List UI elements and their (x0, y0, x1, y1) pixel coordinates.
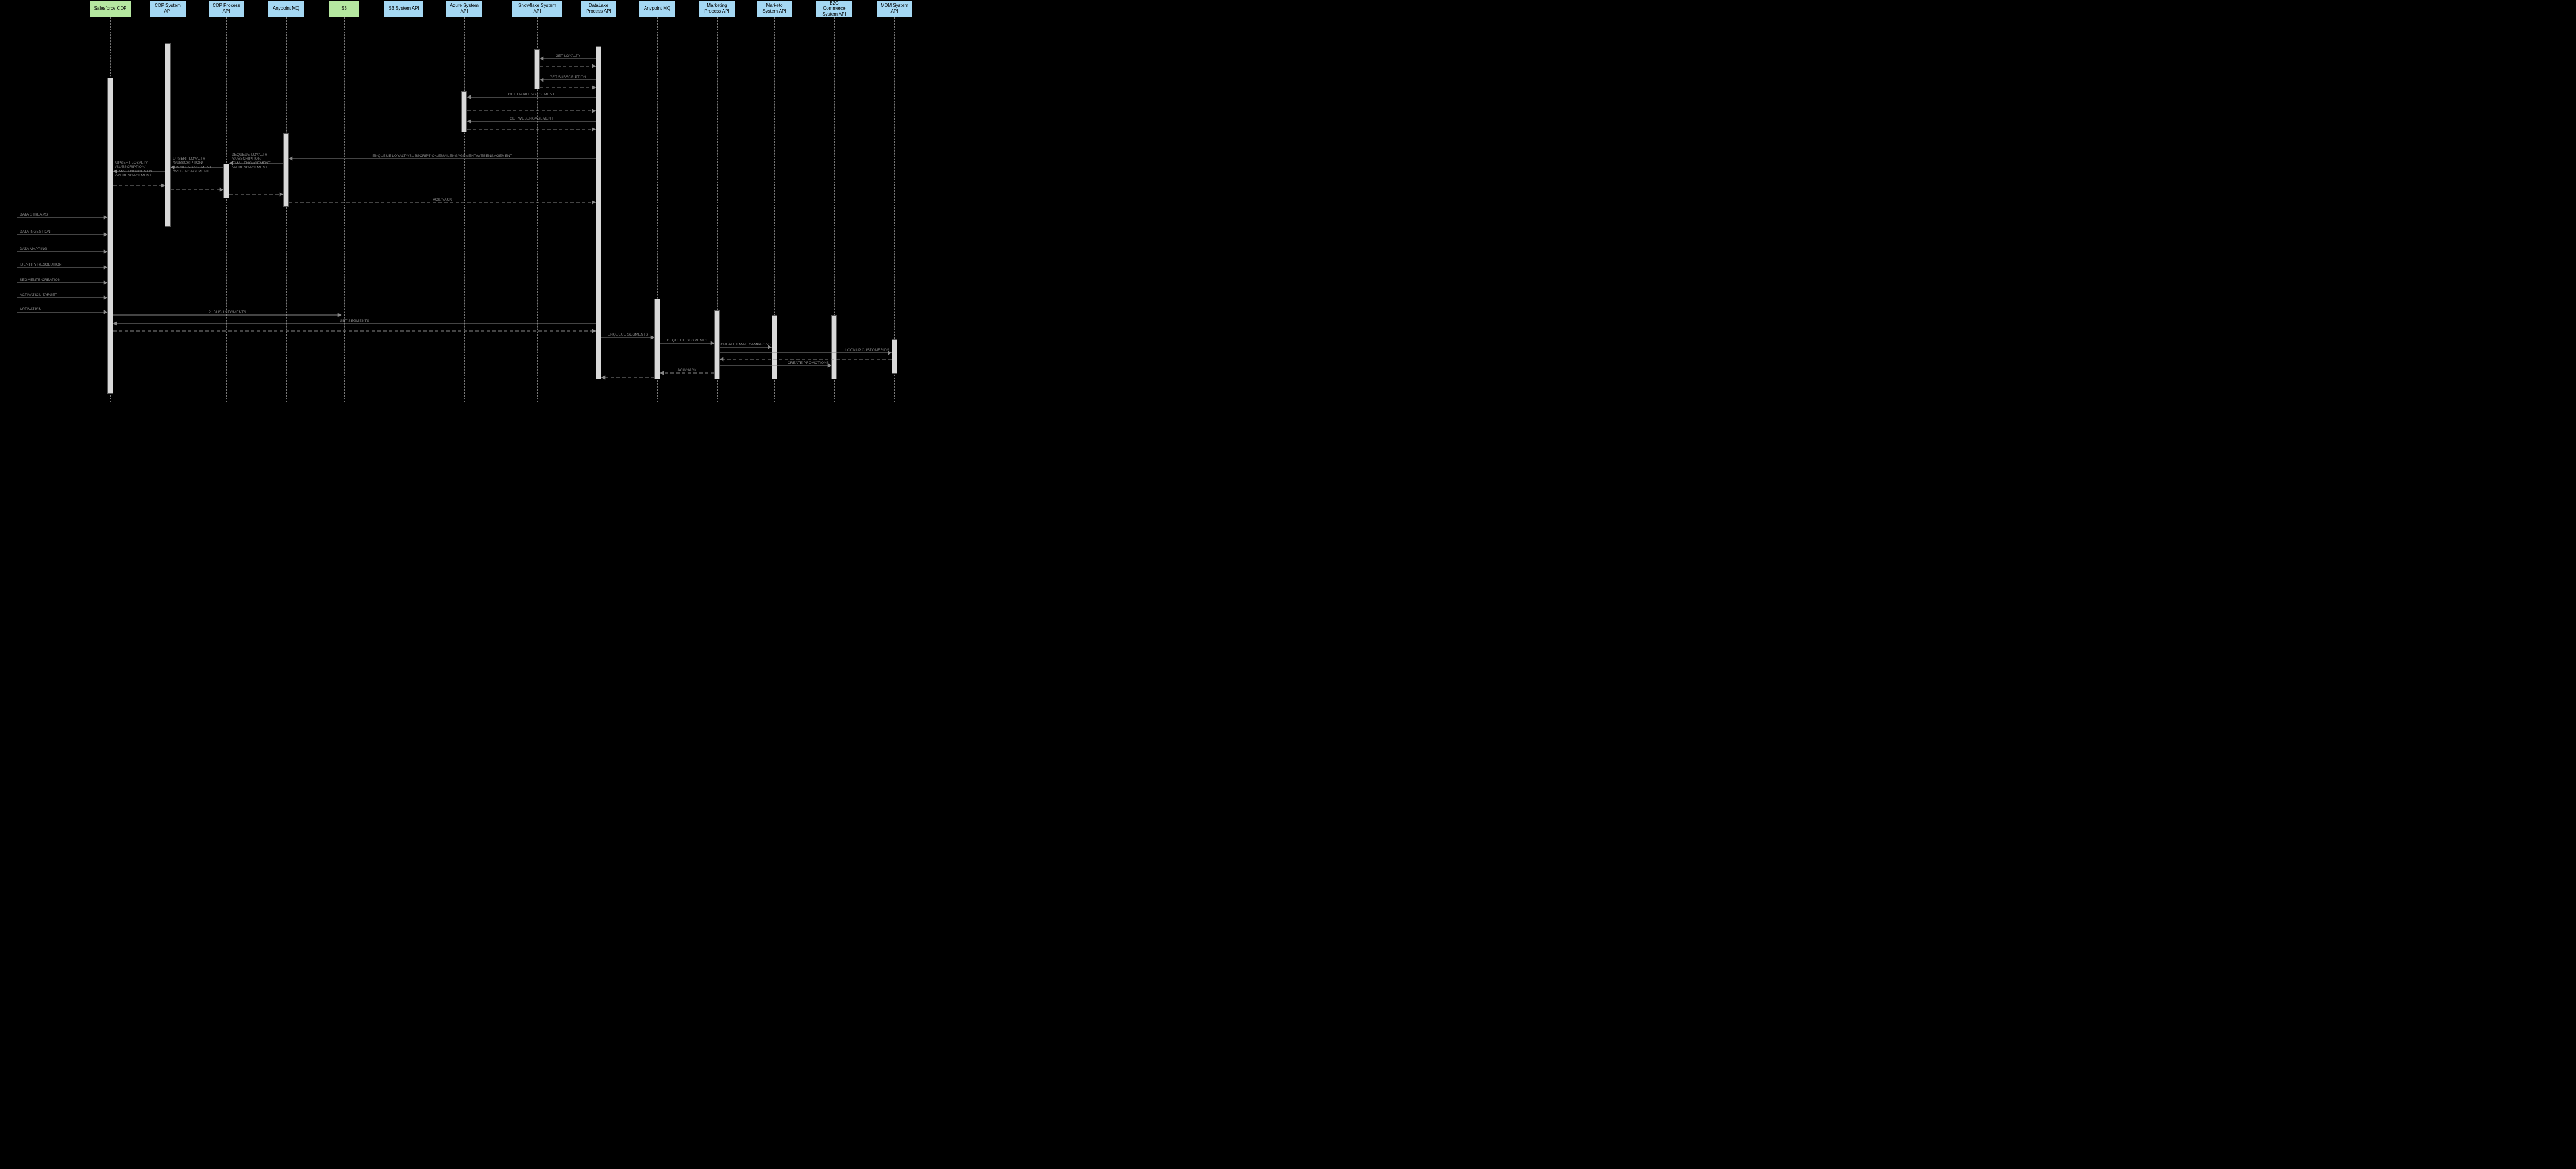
message-label-31: CREATE PROMOTIONS (788, 361, 829, 365)
message-label-11: UPSERT LOYALTY /SUBSCRIPTION/ /EMAILENGA… (115, 161, 155, 178)
message-label-29: LOOKUP CUSTOMERIDS (845, 348, 889, 352)
activation-mktproc (714, 310, 720, 379)
message-label-32: ACK/NACK (660, 368, 714, 372)
activation-sfcdp (107, 78, 113, 394)
activation-azsys (461, 91, 467, 132)
participant-s3: S3 (329, 0, 360, 17)
participant-amq2: Anypoint MQ (639, 0, 676, 17)
participant-sfsys: Snowflake System API (511, 0, 563, 17)
lifeline-azsys (464, 17, 465, 402)
message-label-4: GET EMAILENGAGEMENT (467, 93, 596, 97)
participant-mktproc: MarketingProcess API (699, 0, 735, 17)
participant-mktosys: MarketoSystem API (756, 0, 793, 17)
message-label-27: DEQUEUE SEGMENTS (660, 339, 714, 343)
message-label-0: GET LOYALTY (540, 54, 596, 58)
message-label-26: ENQUEUE SEGMENTS (601, 333, 654, 337)
participant-dlproc: DataLakeProcess API (580, 0, 617, 17)
participant-cdpsys: CDP SystemAPI (149, 0, 186, 17)
message-label-23: PUBLISH SEGMENTS (113, 310, 341, 314)
message-label-19: IDENTITY RESOLUTION (20, 263, 62, 267)
message-label-10: UPSERT LOYALTY /SUBSCRIPTION/ /EMAILENGA… (173, 157, 212, 174)
message-label-21: ACTIVATION TARGET (20, 293, 57, 297)
message-label-20: SEGMENTS CREATION (20, 278, 60, 282)
participant-s3sys: S3 System API (384, 0, 424, 17)
activation-cdpsys (165, 43, 171, 227)
participant-mdmsys: MDM SystemAPI (877, 0, 912, 17)
lifeline-amq1 (286, 17, 287, 402)
message-label-28: CREATE EMAIL CAMPAIGNS (720, 343, 772, 347)
activation-dlproc (596, 46, 601, 379)
sequence-diagram: Salesforce CDP CDP SystemAPI CDP ProcessAP… (0, 0, 908, 414)
activation-cdpproc (223, 164, 229, 198)
participant-sfcdp: Salesforce CDP (89, 0, 132, 17)
lifeline-cdpproc (226, 17, 227, 402)
activation-amq2 (654, 299, 660, 379)
activation-sfsys (534, 49, 540, 89)
lifeline-s3 (344, 17, 345, 402)
activation-mdmsys (892, 339, 897, 374)
participant-b2csys: B2CCommerceSystem API (816, 0, 853, 17)
message-label-16: DATA STREAMS (20, 213, 48, 217)
message-label-2: GET SUBSCRIPTION (540, 75, 596, 79)
activation-b2csys (831, 315, 837, 379)
participant-amq1: Anypoint MQ (268, 0, 304, 17)
message-label-18: DATA MAPPING (20, 247, 47, 251)
participant-azsys: Azure SystemAPI (446, 0, 483, 17)
message-label-9: DEQUEUE LOYALTY /SUBSCRIPTION/ /EMAILENG… (232, 153, 271, 170)
message-label-24: GET SEGMENTS (113, 319, 596, 323)
message-label-17: DATA INGESTION (20, 230, 51, 234)
message-label-15: ACK/NACK (289, 198, 596, 202)
message-label-6: GET WEBENGAGEMENT (467, 117, 596, 121)
message-label-8: ENQUEUE LOYALTY/SUBSCRIPTION/EMAILENGAGE… (289, 154, 596, 158)
participant-cdpproc: CDP ProcessAPI (208, 0, 245, 17)
message-label-22: ACTIVATION (20, 307, 41, 312)
activation-amq1 (283, 133, 289, 207)
activation-mktosys (772, 315, 777, 379)
